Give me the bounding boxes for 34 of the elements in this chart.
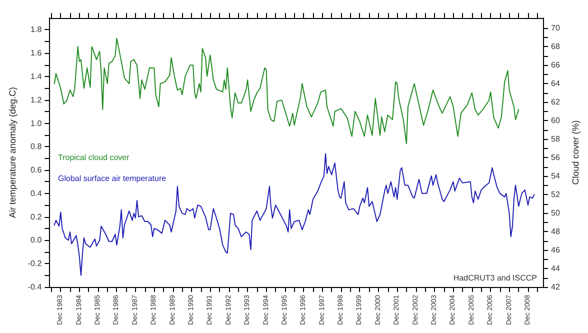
y-tick-label: 0.2 xyxy=(30,212,42,222)
y2-tick-label: 64 xyxy=(551,79,560,88)
y-tick-label: 1.6 xyxy=(30,48,42,58)
y-tick-label: 0.0 xyxy=(30,236,42,245)
y2-tick-label: 42 xyxy=(551,282,560,292)
y2-tick-label: 56 xyxy=(551,153,560,162)
y2-tick-label: 52 xyxy=(551,190,560,200)
y-tick-label: 1.2 xyxy=(30,95,42,104)
line-series xyxy=(54,38,520,144)
y2-axis-title: Cloud cover (%) xyxy=(570,120,580,185)
y-tick-label: -0.2 xyxy=(28,259,42,268)
y2-tick-label: 50 xyxy=(551,208,560,218)
y2-tick-label: 70 xyxy=(551,24,560,33)
y-tick-label: 1.8 xyxy=(30,25,42,34)
y2-tick-label: 60 xyxy=(551,116,560,126)
y2-tick-label: 68 xyxy=(551,42,560,52)
y-tick-label: 0.8 xyxy=(30,142,42,152)
series-label: Global surface air temperature xyxy=(58,174,167,183)
y-axis-title: Air temperature anomaly (deg.C) xyxy=(8,86,18,218)
text: Tropical cloud cover xyxy=(58,153,130,162)
y-tick-label: 0.4 xyxy=(30,188,42,198)
annotation: HadCRUT3 and ISCCP xyxy=(453,274,538,282)
y2-tick-label: 44 xyxy=(551,264,560,274)
y-tick-label: 1.0 xyxy=(30,118,42,128)
y2-tick-label: 58 xyxy=(551,134,560,144)
y2-tick-label: 66 xyxy=(551,60,560,70)
y-tick-label: -0.4 xyxy=(28,282,42,292)
y2-tick-label: 48 xyxy=(551,227,560,236)
y2-tick-label: 46 xyxy=(551,246,560,255)
y-tick-label: 0.6 xyxy=(30,166,42,175)
y2-tick-label: 54 xyxy=(551,172,560,181)
y-tick-label: 1.4 xyxy=(30,72,42,81)
y2-tick-label: 62 xyxy=(551,98,560,107)
line-series xyxy=(54,153,535,276)
